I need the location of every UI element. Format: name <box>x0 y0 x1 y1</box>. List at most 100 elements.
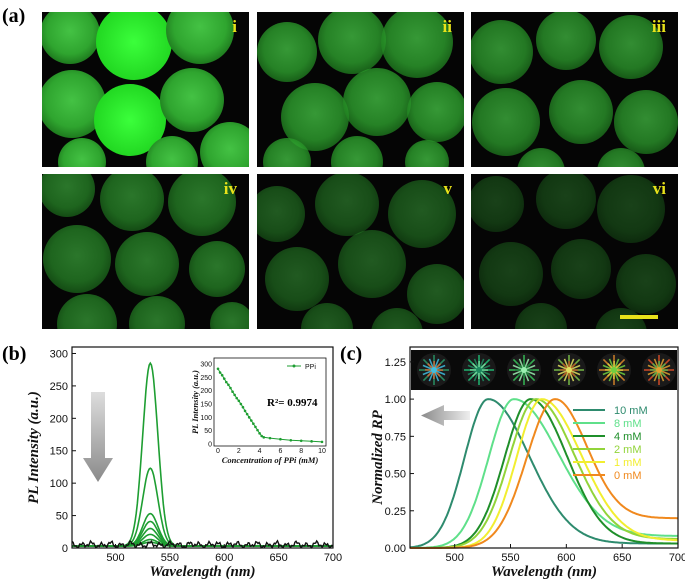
inset-data-point <box>243 409 247 413</box>
micrograph-label: iii <box>652 17 666 36</box>
microsphere <box>301 303 353 329</box>
microsphere <box>168 174 236 236</box>
micrograph-tile: i <box>42 12 249 167</box>
y-tick-label: 0.50 <box>385 469 406 481</box>
inset-data-point <box>218 371 222 374</box>
inset-data-point <box>220 373 224 377</box>
inset-data-point <box>310 440 313 443</box>
microsphere <box>42 174 95 217</box>
y-tick-label: 300 <box>50 348 68 360</box>
inset-data-point <box>235 396 239 400</box>
legend-label: 0 mM <box>614 470 642 482</box>
inset-y-tick-label: 300 <box>200 362 212 369</box>
arrow-left-icon <box>421 405 470 426</box>
legend-label: 10 mM <box>614 405 648 417</box>
microsphere <box>407 264 464 324</box>
inset-data-point <box>249 419 253 422</box>
microsphere <box>471 20 533 84</box>
microsphere <box>381 12 453 78</box>
microsphere <box>318 12 386 74</box>
inset-data-point <box>231 390 234 394</box>
micrograph-label: i <box>232 17 237 36</box>
micrograph-tile: ii <box>257 12 464 167</box>
y-tick-label: 0.00 <box>385 543 406 555</box>
inset-y-tick-label: 50 <box>204 428 212 435</box>
microsphere <box>42 70 106 138</box>
inset-data-point <box>268 436 272 440</box>
inset-legend-label: PPi <box>305 364 316 371</box>
panel-label-a: (a) <box>2 5 25 27</box>
x-tick-label: 600 <box>557 552 575 564</box>
chart-b: 500 550 600 650 700050100150200250300Wavelen… <box>26 346 342 580</box>
inset-data-point <box>237 399 241 403</box>
x-tick-label: 700 <box>324 552 342 564</box>
y-tick-label: 0.25 <box>385 506 406 518</box>
inset-y-tick-label: 250 <box>200 375 212 382</box>
micrograph-tile: iii <box>471 12 678 167</box>
x-tick-label: 500 <box>106 552 124 564</box>
microsphere <box>257 186 305 242</box>
inset-y-tick-label: 100 <box>200 415 212 422</box>
inset-x-tick-label: 0 <box>216 448 220 455</box>
y-tick-label: 0 <box>62 543 68 555</box>
inset-data-point <box>289 438 293 442</box>
microsphere <box>551 239 611 299</box>
inset-data-point <box>262 436 266 439</box>
microsphere <box>146 136 198 167</box>
r-squared-annotation: R²= 0.9974 <box>267 397 318 409</box>
y-axis-title: Normalized RP <box>370 409 386 505</box>
micrograph-label: v <box>444 179 453 198</box>
inset-data-point <box>279 437 282 441</box>
micrograph-tile: v <box>257 174 464 329</box>
x-tick-label: 650 <box>613 552 631 564</box>
microsphere <box>331 136 383 167</box>
microsphere <box>343 68 411 136</box>
legend-label: 2 mM <box>614 444 642 456</box>
microsphere <box>166 12 234 64</box>
inset-data-point <box>258 432 261 435</box>
microsphere <box>472 88 540 156</box>
inset-x-tick-label: 4 <box>258 448 262 455</box>
inset-x-tick-label: 2 <box>237 448 241 455</box>
x-tick-label: 700 <box>669 552 685 564</box>
plot-frame-c <box>409 346 679 549</box>
inset-data-point <box>222 377 226 380</box>
strip-microsphere <box>642 353 676 387</box>
inset-data-point <box>227 383 230 387</box>
inset-y-axis-title: PL Intensity (a.u.) <box>190 370 200 434</box>
strip-microsphere <box>507 353 541 387</box>
legend-label: 8 mM <box>614 418 642 430</box>
pl-series-line <box>72 467 333 547</box>
image-strip <box>411 350 677 390</box>
micrograph-tile: vi <box>471 174 678 329</box>
inset-data-point <box>320 440 324 444</box>
inset-data-point <box>229 386 232 390</box>
inset-data-point <box>225 380 228 384</box>
microsphere <box>57 294 117 329</box>
microsphere <box>599 15 663 79</box>
microsphere <box>189 241 245 297</box>
micrograph-label: ii <box>443 17 453 36</box>
micrograph-tile: iv <box>42 174 249 329</box>
legend-label: 4 mM <box>614 431 642 443</box>
inset-data-point <box>256 428 259 432</box>
y-tick-label: 0.75 <box>385 431 406 443</box>
microsphere <box>536 174 596 229</box>
microsphere <box>100 174 164 231</box>
microsphere <box>43 225 111 293</box>
inset-data-point <box>216 367 220 371</box>
inset-x-tick-label: 6 <box>278 448 282 455</box>
y-tick-label: 250 <box>50 381 68 393</box>
y-tick-label: 1.25 <box>385 357 406 369</box>
legend-label: 1 mM <box>614 457 642 469</box>
micrograph-label: vi <box>653 179 667 198</box>
microsphere <box>263 138 311 167</box>
y-tick-label: 150 <box>50 446 68 458</box>
y-axis-title: PL Intensity (a.u.) <box>26 391 42 504</box>
microsphere <box>549 80 613 144</box>
microsphere <box>257 22 317 82</box>
inset-x-axis-title: Concentration of PPi (mM) <box>222 455 319 465</box>
inset-data-point <box>299 439 303 443</box>
inset-y-tick-label: 0 <box>208 442 212 449</box>
